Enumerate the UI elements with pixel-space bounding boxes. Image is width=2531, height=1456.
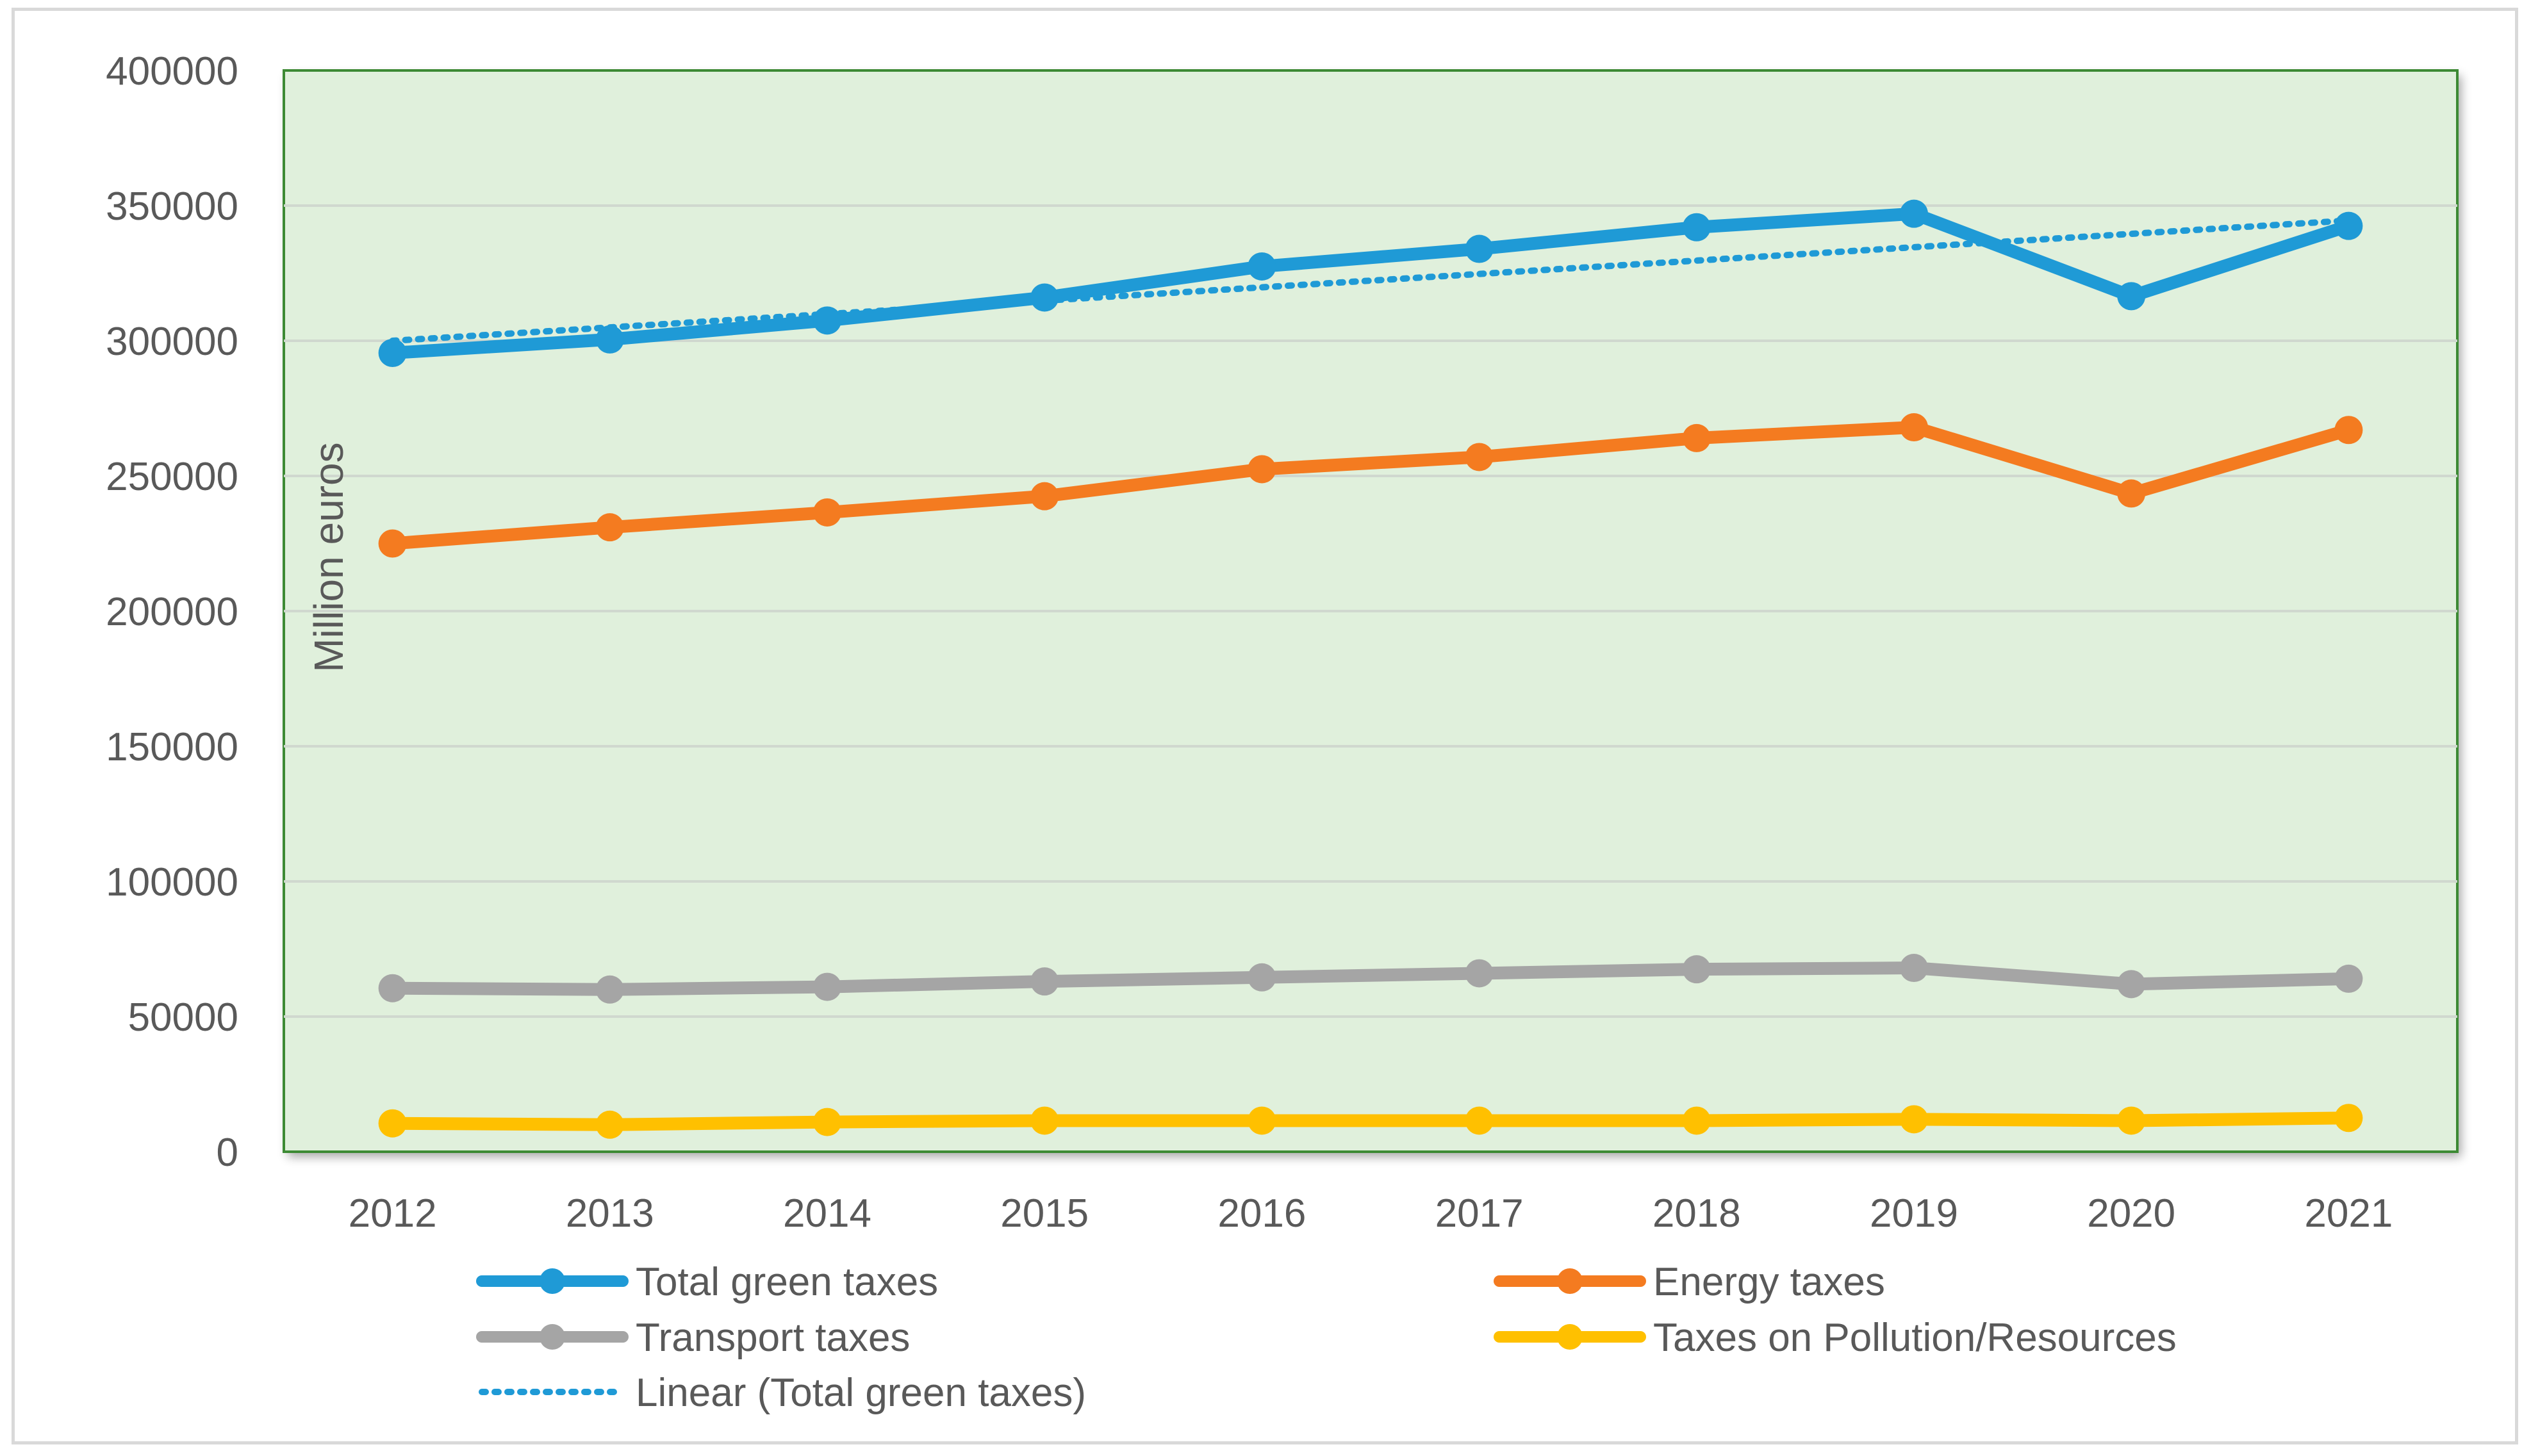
series-line-transport-taxes: [386, 961, 2355, 996]
data-point-taxes-on-pollution-resources[interactable]: [1248, 1106, 1276, 1135]
data-point-energy-taxes[interactable]: [2117, 479, 2146, 508]
x-tick-label: 2021: [2304, 1191, 2393, 1236]
trendline-layer: [389, 217, 2352, 344]
data-point-energy-taxes[interactable]: [595, 513, 624, 542]
y-tick-label: 50000: [128, 995, 238, 1040]
data-point-transport-taxes[interactable]: [1248, 963, 1276, 992]
series-line-taxes-on-pollution-resources: [386, 1111, 2355, 1131]
series-layer: [378, 199, 2363, 1139]
series-energy-taxes: [378, 413, 2363, 558]
y-tick-label: 100000: [106, 860, 238, 904]
data-point-taxes-on-pollution-resources[interactable]: [1030, 1106, 1059, 1135]
series-line-total-green-taxes: [386, 207, 2355, 359]
series-taxes-on-pollution-resources: [378, 1104, 2363, 1139]
legend-label-taxes-on-pollution-resources: Taxes on Pollution/Resources: [1653, 1316, 2177, 1360]
data-point-total-green-taxes[interactable]: [1248, 252, 1276, 281]
data-point-total-green-taxes[interactable]: [2334, 211, 2363, 240]
data-point-taxes-on-pollution-resources[interactable]: [2117, 1106, 2146, 1135]
data-point-taxes-on-pollution-resources[interactable]: [595, 1110, 624, 1139]
data-point-energy-taxes[interactable]: [1248, 455, 1276, 484]
data-point-taxes-on-pollution-resources[interactable]: [1682, 1106, 1711, 1135]
x-tick-label: 2016: [1217, 1191, 1306, 1236]
data-point-energy-taxes[interactable]: [1682, 423, 1711, 452]
legend-label-transport-taxes: Transport taxes: [636, 1316, 910, 1360]
trendline: [389, 217, 2352, 344]
x-tick-label: 2020: [2087, 1191, 2175, 1236]
data-point-transport-taxes[interactable]: [1465, 959, 1494, 988]
y-tick-label: 250000: [106, 455, 238, 499]
y-axis-label: Million euros: [306, 442, 352, 672]
data-point-total-green-taxes[interactable]: [1900, 199, 1928, 228]
data-point-total-green-taxes[interactable]: [1465, 234, 1494, 263]
series-transport-taxes: [378, 954, 2363, 1004]
x-tick-label: 2014: [783, 1191, 871, 1236]
data-point-transport-taxes[interactable]: [595, 975, 624, 1004]
data-point-taxes-on-pollution-resources[interactable]: [1465, 1106, 1494, 1135]
data-point-total-green-taxes[interactable]: [1030, 283, 1059, 312]
data-point-energy-taxes[interactable]: [378, 529, 407, 558]
y-tick-label: 300000: [106, 320, 238, 364]
x-axis-ticks: 2012 2013 2014 2015 2016 2017 2018 2019 2020 2021: [349, 1191, 2393, 1236]
legend-item-transport-taxes[interactable]: Transport taxes: [476, 1316, 910, 1360]
data-point-total-green-taxes[interactable]: [1682, 213, 1711, 241]
x-tick-label: 2012: [349, 1191, 437, 1236]
data-point-energy-taxes[interactable]: [2334, 416, 2363, 445]
y-axis-ticks: 0 50000 100000 150000 200000 250000 300000 3500…: [106, 49, 238, 1175]
data-point-total-green-taxes[interactable]: [595, 325, 624, 354]
series-line-energy-taxes: [386, 421, 2355, 550]
data-point-total-green-taxes[interactable]: [2117, 282, 2146, 311]
data-point-energy-taxes[interactable]: [1465, 443, 1494, 471]
data-point-transport-taxes[interactable]: [1900, 954, 1928, 983]
data-point-total-green-taxes[interactable]: [378, 338, 407, 367]
data-point-energy-taxes[interactable]: [813, 498, 841, 527]
series-total-green-taxes: [378, 199, 2363, 367]
data-point-transport-taxes[interactable]: [2334, 964, 2363, 993]
legend: Total green taxes Energy taxes Transport…: [476, 1260, 2177, 1415]
chart-frame: [12, 8, 2518, 1444]
legend-label-linear-trendline: Linear (Total green taxes): [636, 1371, 1086, 1415]
legend-item-energy-taxes[interactable]: Energy taxes: [1494, 1260, 1885, 1304]
data-point-taxes-on-pollution-resources[interactable]: [813, 1108, 841, 1136]
data-point-transport-taxes[interactable]: [813, 972, 841, 1001]
x-tick-label: 2018: [1653, 1191, 1741, 1236]
y-tick-label: 350000: [106, 184, 238, 229]
legend-item-total-green-taxes[interactable]: Total green taxes: [476, 1260, 938, 1304]
data-point-energy-taxes[interactable]: [1900, 413, 1928, 442]
legend-item-linear-trendline[interactable]: Linear (Total green taxes): [479, 1371, 1086, 1415]
data-point-total-green-taxes[interactable]: [813, 306, 841, 335]
data-point-transport-taxes[interactable]: [1030, 967, 1059, 996]
data-point-transport-taxes[interactable]: [378, 974, 407, 1002]
data-point-taxes-on-pollution-resources[interactable]: [378, 1109, 407, 1138]
y-tick-label: 150000: [106, 725, 238, 769]
data-point-transport-taxes[interactable]: [1682, 955, 1711, 984]
x-tick-label: 2019: [1870, 1191, 1958, 1236]
legend-label-total-green-taxes: Total green taxes: [636, 1260, 938, 1304]
data-point-taxes-on-pollution-resources[interactable]: [1900, 1105, 1928, 1134]
data-point-transport-taxes[interactable]: [2117, 970, 2146, 999]
data-point-taxes-on-pollution-resources[interactable]: [2334, 1104, 2363, 1133]
x-tick-label: 2017: [1435, 1191, 1524, 1236]
y-tick-label: 400000: [106, 49, 238, 94]
y-tick-label: 0: [217, 1131, 238, 1175]
x-tick-label: 2015: [1000, 1191, 1089, 1236]
x-tick-label: 2013: [566, 1191, 654, 1236]
y-tick-label: 200000: [106, 590, 238, 634]
legend-item-taxes-on-pollution-resources[interactable]: Taxes on Pollution/Resources: [1494, 1316, 2177, 1360]
legend-label-energy-taxes: Energy taxes: [1653, 1260, 1885, 1304]
data-point-energy-taxes[interactable]: [1030, 482, 1059, 511]
